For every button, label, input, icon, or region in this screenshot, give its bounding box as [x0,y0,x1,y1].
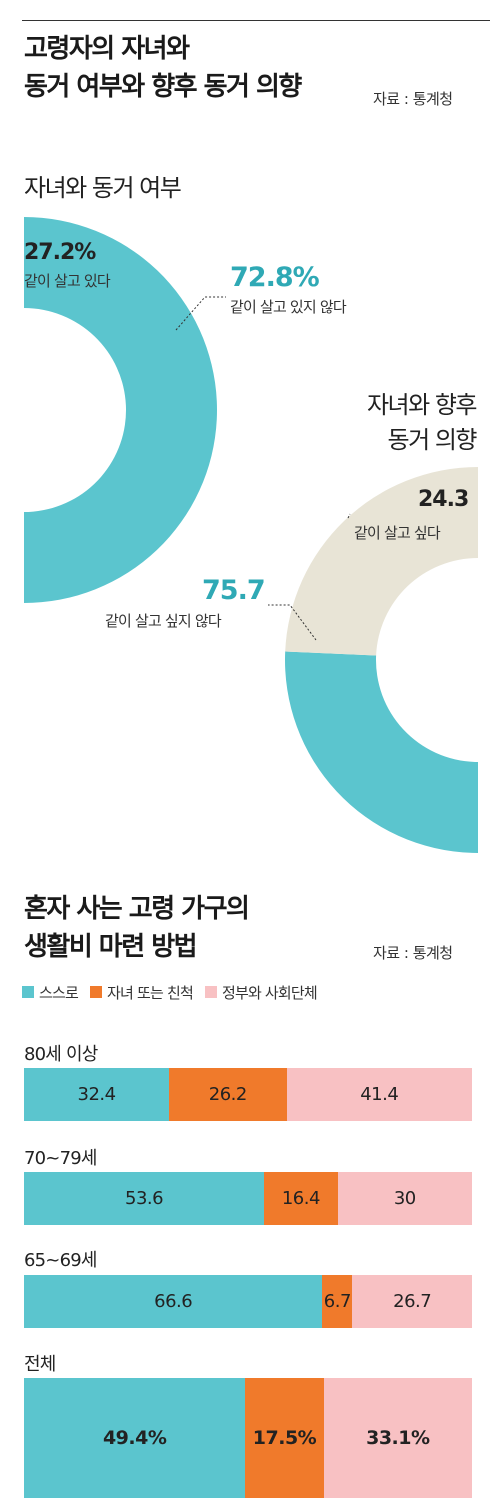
bar-segment-family: 16.4 [264,1172,338,1225]
section2-source: 자료 : 통계청 [373,944,453,962]
bar-segment-self: 53.6 [24,1172,265,1225]
bar-value-label: 32.4 [77,1084,117,1105]
page-title-line2: 동거 여부와 향후 동거 의향 [24,72,302,102]
bar-value-label: 16.4 [281,1188,321,1209]
bar-value-label: 6.7 [323,1291,352,1312]
legend-item-government: 정부와 사회단체 [204,982,318,1003]
bar-value-label: 26.2 [208,1084,248,1105]
donut1-slice2-pct: 27.2% [24,240,96,265]
bar-category-label: 전체 [24,1354,56,1375]
donut1-slice1-label: 같이 살고 있지 않다 [230,298,347,316]
legend-swatch-family [90,986,103,998]
top-rule [22,20,490,21]
donut2-title-line1: 자녀와 향후 [366,391,478,419]
donut2-slice2-label: 같이 살고 싶다 [354,524,441,542]
legend-swatch-government [204,986,217,998]
bar-segment-family: 17.5% [245,1378,324,1498]
donut-charts [0,217,478,853]
bar-segment-government: 30 [337,1172,472,1225]
donut2-slice-1 [285,467,478,853]
donut2-leader-small [347,513,351,519]
stacked-bar: 49.4% 17.5% 33.1% [24,1378,472,1498]
stacked-bar: 66.6 6.7 26.7 [24,1275,472,1328]
bar-value-label: 26.7 [393,1291,432,1312]
donut2-slice2-pct: 24.3 [418,487,469,512]
bar-category-label: 65~69세 [24,1250,97,1271]
donut2-slice1-pct: 75.7 [202,575,266,606]
bar-segment-self: 49.4% [24,1378,246,1498]
donut2-ring [285,467,478,853]
section2-title-line2: 생활비 마련 방법 [24,932,198,962]
bar-segment-family: 6.7 [322,1275,353,1328]
bar-category-label: 70~79세 [24,1148,97,1169]
bar-value-label: 17.5% [252,1427,317,1449]
donut2-slice-2 [285,467,478,656]
section2-title-line1: 혼자 사는 고령 가구의 [24,894,250,924]
donut2-title-line2: 동거 의향 [387,426,478,454]
bar-value-label: 41.4 [360,1084,399,1105]
bar-value-label: 49.4% [102,1427,167,1449]
legend-swatch-self [22,986,34,998]
donut1-ring [0,217,217,603]
donut1-title: 자녀와 동거 여부 [24,174,182,202]
donut1-slice-2 [0,217,24,437]
donut2-title: 자녀와 향후 동거 의향 [366,385,478,455]
page-title: 고령자의 자녀와 동거 여부와 향후 동거 의향 [24,30,302,106]
page-title-line1: 고령자의 자녀와 [24,34,190,64]
donut2-slice1-label: 같이 살고 싶지 않다 [105,612,222,630]
stacked-bar: 32.4 26.2 41.4 [24,1068,472,1121]
bar-segment-self: 32.4 [24,1068,170,1121]
bar-value-label: 30 [393,1188,416,1209]
donut1-leader-line [175,296,226,331]
bar-segment-family: 26.2 [169,1068,287,1121]
bar-value-label: 53.6 [125,1188,164,1209]
bar-segment-government: 33.1% [323,1378,472,1498]
legend-item-self: 스스로 [22,982,79,1003]
donut1-slice-1 [24,217,217,603]
bar-segment-government: 41.4 [286,1068,472,1121]
donut1-slice2-label: 같이 살고 있다 [24,272,111,290]
stacked-bar: 53.6 16.4 30 [24,1172,472,1225]
legend: 스스로 자녀 또는 친척 정부와 사회단체 [22,982,329,1002]
donut1-slice1-pct: 72.8% [230,262,320,293]
legend-item-family: 자녀 또는 친척 [90,982,194,1003]
bar-category-label: 80세 이상 [24,1044,98,1065]
legend-label-self: 스스로 [39,983,79,1002]
legend-label-government: 정부와 사회단체 [221,983,318,1002]
bar-value-label: 66.6 [154,1291,193,1312]
legend-label-family: 자녀 또는 친척 [107,983,194,1002]
source-note: 자료 : 통계청 [373,90,453,108]
bar-value-label: 33.1% [366,1427,430,1449]
bar-segment-government: 26.7 [352,1275,472,1328]
section2-title: 혼자 사는 고령 가구의 생활비 마련 방법 [24,890,250,966]
bar-segment-self: 66.6 [24,1275,323,1328]
